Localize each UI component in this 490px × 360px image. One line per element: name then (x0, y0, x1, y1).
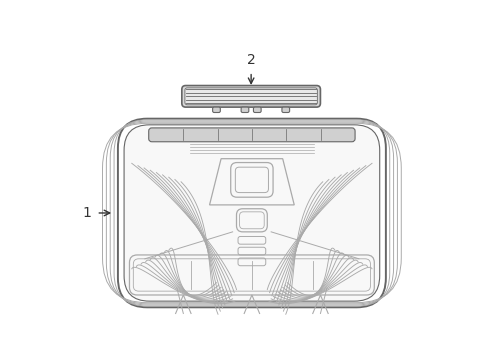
FancyBboxPatch shape (182, 86, 320, 107)
FancyBboxPatch shape (124, 125, 380, 301)
FancyBboxPatch shape (253, 107, 261, 112)
FancyBboxPatch shape (213, 107, 220, 112)
Text: 1: 1 (83, 206, 92, 220)
FancyBboxPatch shape (149, 128, 355, 142)
FancyBboxPatch shape (185, 88, 318, 105)
FancyBboxPatch shape (241, 107, 249, 112)
FancyBboxPatch shape (282, 107, 290, 112)
Text: 2: 2 (247, 53, 255, 67)
